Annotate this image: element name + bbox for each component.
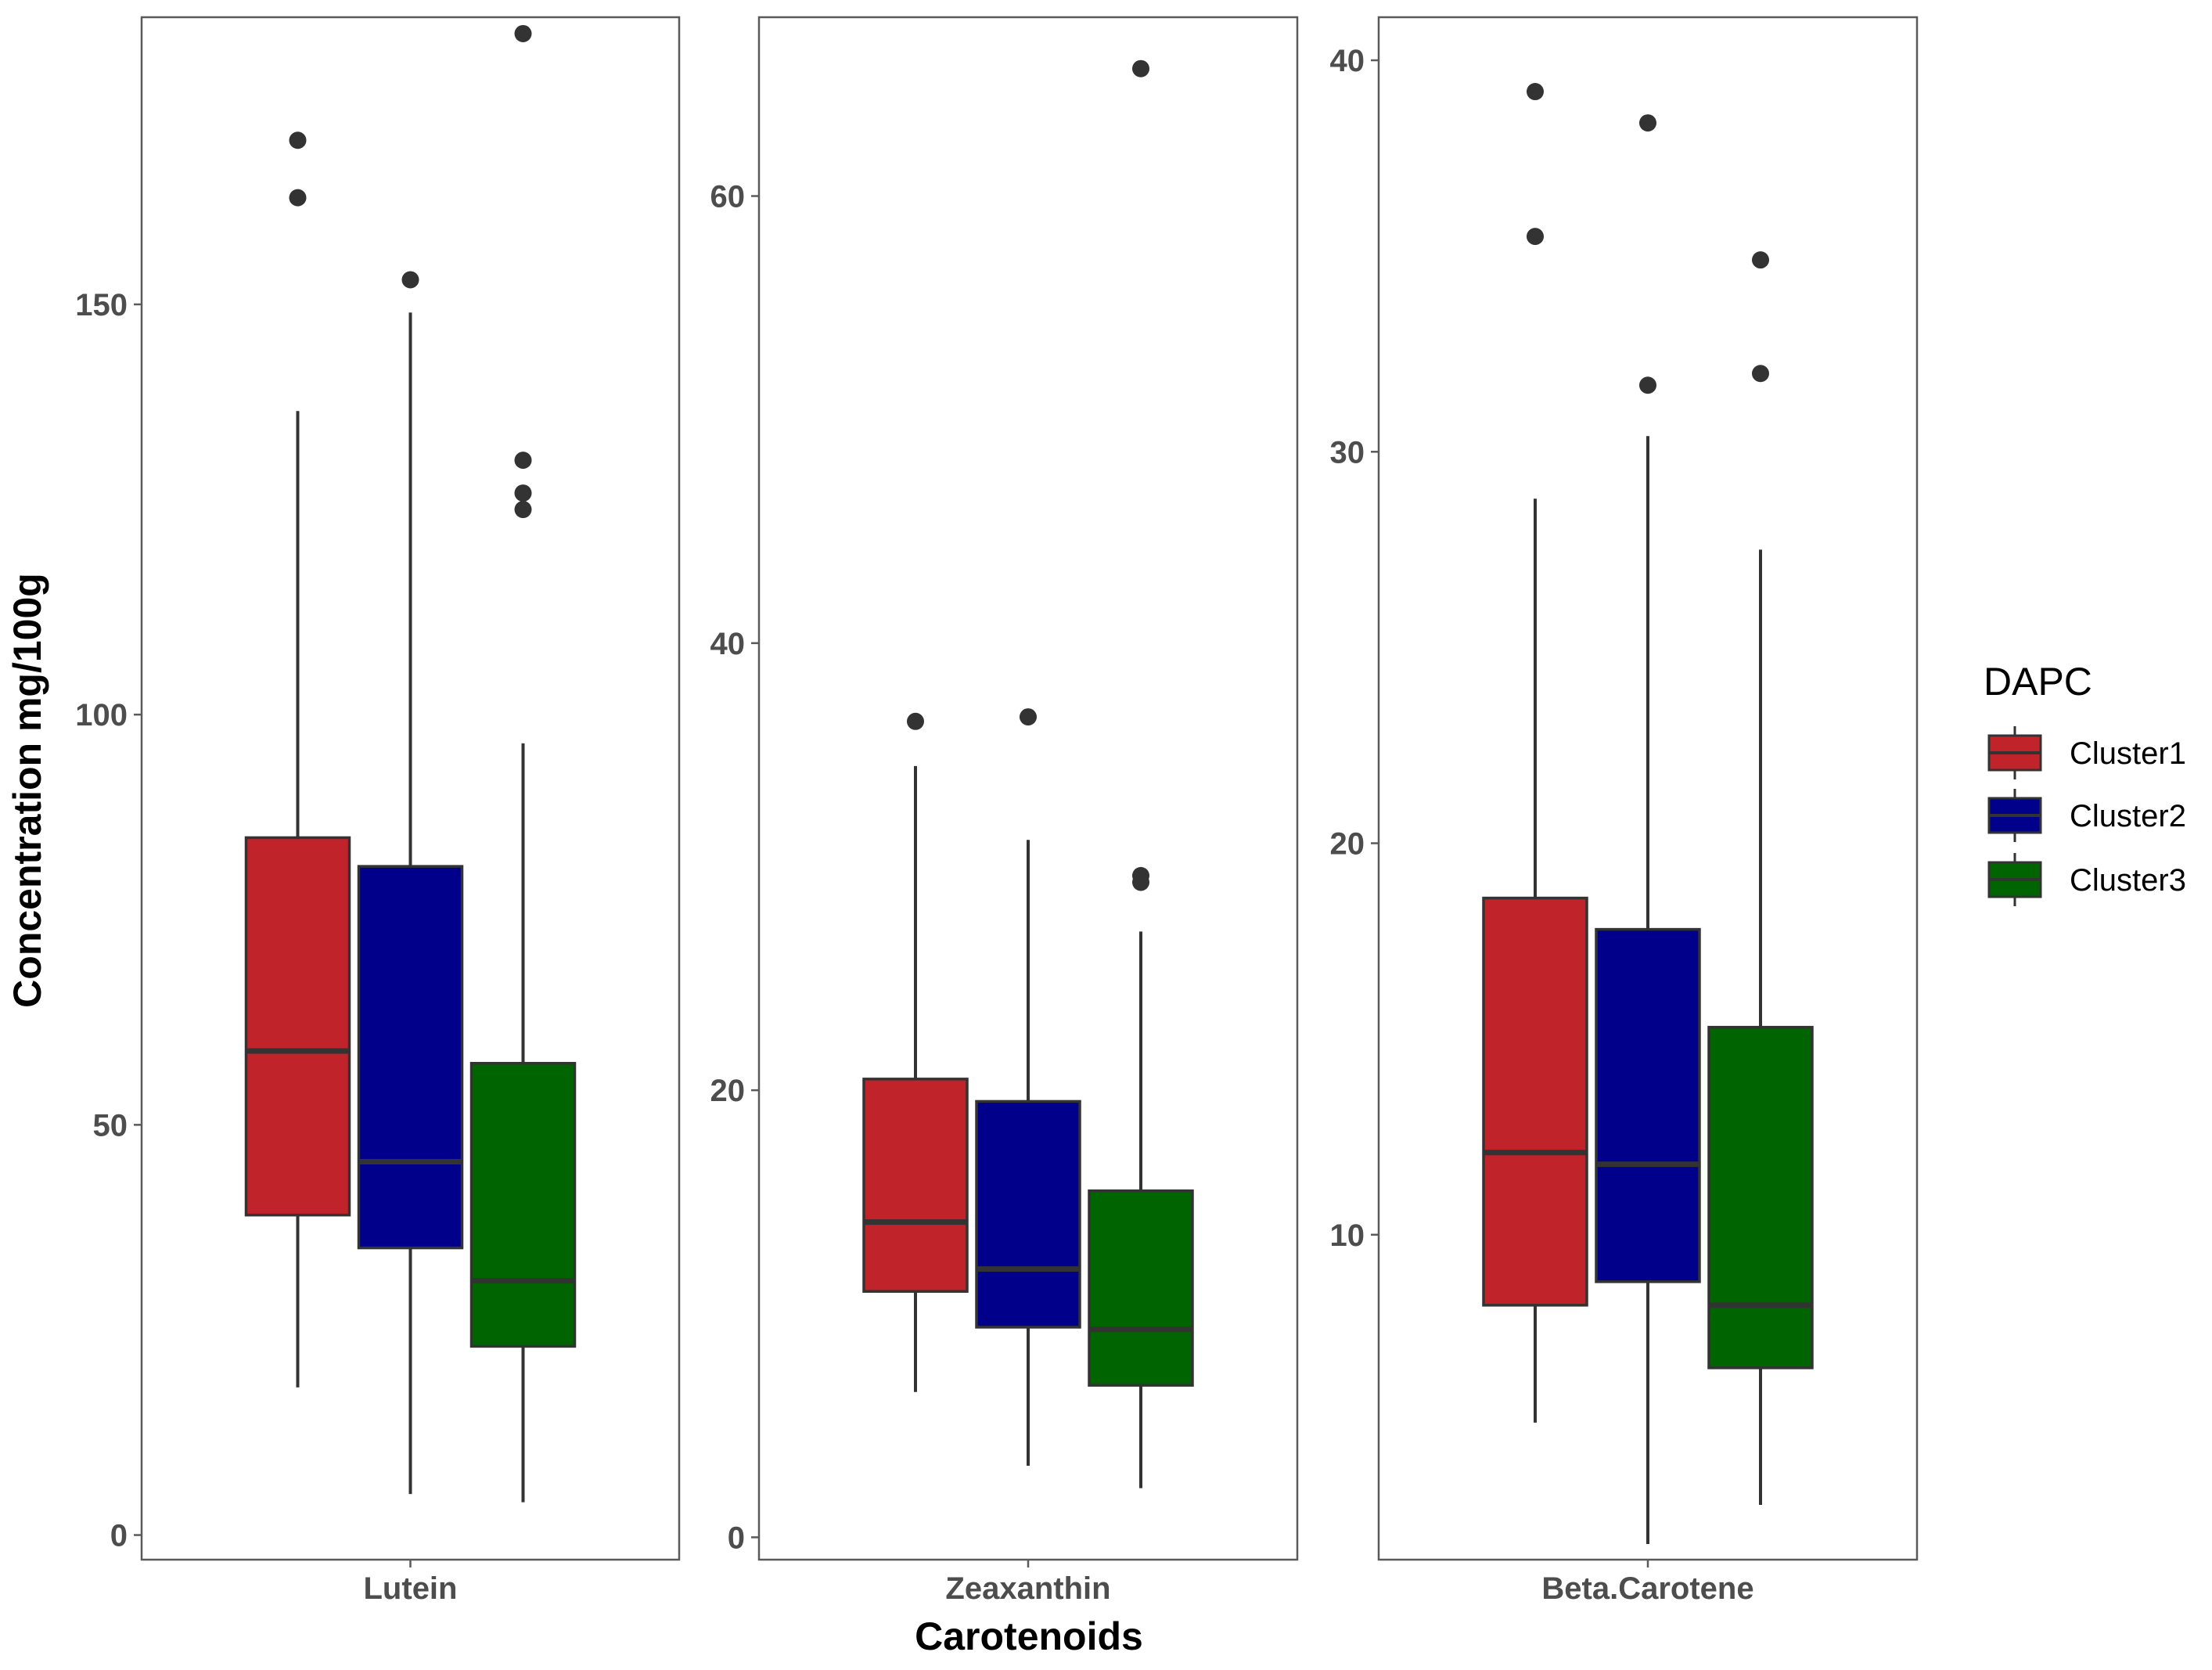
box-cluster2 (975, 708, 1081, 1467)
iqr-box (862, 1078, 969, 1293)
x-tick-label: Beta.Carotene (1541, 1571, 1753, 1606)
y-tick-label: 30 (1330, 435, 1365, 470)
outlier-point (1752, 251, 1769, 269)
legend-label: Cluster1 (2070, 736, 2186, 771)
outlier-point (401, 271, 419, 289)
x-tick-label: Zeaxanthin (945, 1571, 1110, 1606)
legend-entry-cluster1: Cluster1 (1987, 726, 2186, 779)
outlier-point (1639, 376, 1656, 394)
y-tick-label: 0 (110, 1519, 128, 1553)
outlier-point (1132, 866, 1149, 884)
y-axis-title: Concentration mg/100g (5, 573, 49, 1008)
box-cluster1 (244, 131, 351, 1387)
outlier-point (1527, 83, 1544, 101)
iqr-box (975, 1100, 1081, 1329)
legend-entries: Cluster1 Cluster2 Cluster3 (1987, 726, 2186, 906)
outlier-point (514, 452, 532, 470)
y-tick-label: 50 (93, 1108, 128, 1143)
legend: DAPC Cluster1 Cluster2 Cluster3 (1984, 660, 2186, 906)
iqr-box (357, 865, 464, 1250)
facet-panel-0: 0 50 100 150 Lutein (75, 16, 681, 1606)
iqr-box (1482, 896, 1588, 1307)
iqr-box (1707, 1025, 1814, 1369)
y-tick-label: 20 (1330, 827, 1365, 862)
outlier-point (1020, 708, 1037, 726)
y-tick-label: 40 (710, 627, 746, 661)
outlier-point (1527, 228, 1544, 246)
outlier-point (1752, 365, 1769, 383)
box-cluster3 (1088, 59, 1194, 1488)
y-tick-label: 60 (710, 180, 746, 214)
box-cluster1 (862, 712, 969, 1392)
outlier-point (907, 712, 924, 730)
outlier-point (514, 501, 532, 519)
legend-label: Cluster2 (2070, 799, 2186, 833)
legend-entry-cluster2: Cluster2 (1987, 789, 2186, 842)
y-tick-label: 10 (1330, 1218, 1365, 1253)
box-cluster2 (357, 271, 464, 1495)
box-cluster2 (1595, 114, 1701, 1544)
legend-label: Cluster3 (2070, 863, 2186, 898)
outlier-point (514, 24, 532, 42)
x-axis-title: Carotenoids (915, 1614, 1143, 1658)
y-tick-label: 20 (710, 1074, 746, 1108)
outlier-point (1639, 114, 1656, 132)
y-tick-label: 150 (75, 288, 128, 322)
facet-panels: 0 50 100 150 Lutein 0 20 40 60 Zeaxanthin 10 20 30 40… (75, 16, 1919, 1606)
iqr-box (1595, 927, 1701, 1283)
outlier-point (289, 189, 307, 207)
facet-panel-2: 10 20 30 40 Beta.Carotene (1330, 16, 1919, 1606)
iqr-box (244, 836, 351, 1217)
iqr-box (469, 1061, 577, 1348)
legend-entry-cluster3: Cluster3 (1987, 853, 2186, 906)
y-tick-label: 40 (1330, 44, 1365, 78)
outlier-point (1132, 59, 1149, 77)
y-tick-label: 0 (728, 1521, 745, 1555)
box-cluster3 (1707, 251, 1814, 1505)
x-tick-label: Lutein (364, 1571, 458, 1606)
box-cluster3 (469, 24, 577, 1503)
outlier-point (289, 131, 307, 149)
box-cluster1 (1482, 83, 1588, 1423)
facet-panel-1: 0 20 40 60 Zeaxanthin (710, 16, 1299, 1606)
outlier-point (514, 484, 532, 502)
iqr-box (1088, 1189, 1194, 1387)
y-tick-label: 100 (75, 698, 128, 732)
legend-title: DAPC (1984, 660, 2092, 704)
